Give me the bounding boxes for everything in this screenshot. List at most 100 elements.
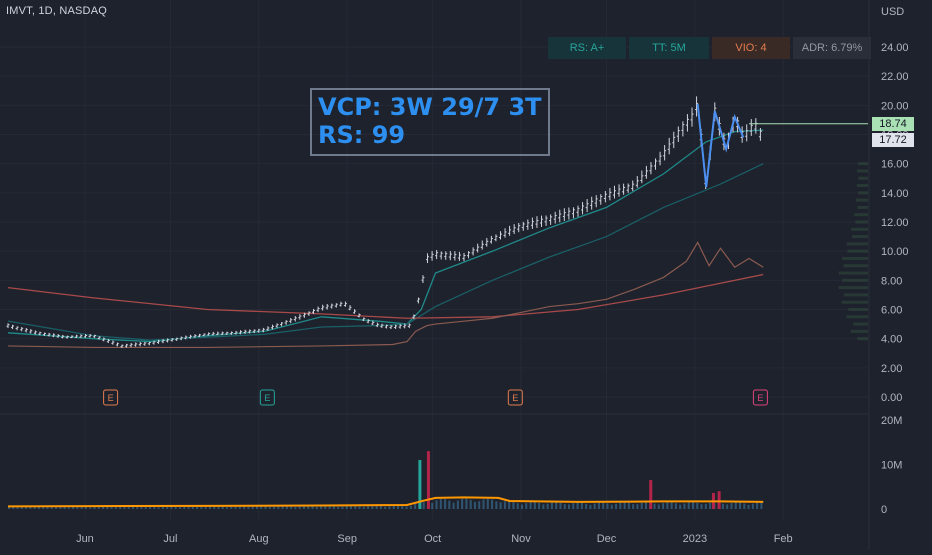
volume-tick-label: 0 <box>881 504 887 516</box>
time-tick-label: Feb <box>774 533 793 545</box>
volume-bar <box>285 506 288 509</box>
price-tick-label: 20.00 <box>881 100 909 112</box>
volume-profile-bar <box>857 337 868 341</box>
volume-bar <box>435 500 438 509</box>
volume-profile-bar <box>853 322 868 326</box>
volume-bar <box>93 506 96 509</box>
volume-bar <box>726 504 729 509</box>
time-tick-label: Jul <box>163 533 177 545</box>
volume-bar <box>593 503 596 509</box>
price-tick-label: 0.00 <box>881 392 902 404</box>
earnings-marker-label: E <box>108 393 114 403</box>
volume-bar <box>384 506 387 509</box>
volume-profile-bar <box>851 227 868 231</box>
earnings-marker: E <box>752 389 768 406</box>
volume-bar <box>268 506 271 509</box>
volume-bar <box>525 503 528 509</box>
volume-bar <box>640 502 643 509</box>
volume-profile-bar <box>842 278 868 282</box>
volume-profile-bar <box>838 271 868 275</box>
volume-bar <box>166 506 169 509</box>
volume-bar <box>627 502 630 509</box>
volume-bar <box>144 506 147 509</box>
volume-bar <box>337 506 340 509</box>
earnings-marker: E <box>103 389 119 406</box>
symbol-title[interactable]: IMVT, 1D, NASDAQ <box>6 5 107 17</box>
volume-bar <box>200 506 203 509</box>
volume-bar <box>700 504 703 509</box>
volume-bar <box>204 507 207 509</box>
volume-bar <box>546 503 549 509</box>
volume-bar <box>311 506 314 509</box>
volume-bar <box>687 502 690 509</box>
volume-bar <box>739 502 742 509</box>
time-tick-label: Sep <box>337 533 357 545</box>
volume-bar <box>495 501 498 509</box>
volume-bar <box>29 506 32 509</box>
volume-bar <box>615 503 618 509</box>
vcp-annotation-box[interactable]: VCP: 3W 29/7 3T RS: 99 <box>310 88 550 156</box>
volume-bar <box>332 506 335 509</box>
rs-rating-badge: RS: A+ <box>548 37 626 59</box>
volume-profile-bar <box>856 184 868 188</box>
volume-bar <box>619 502 622 509</box>
volume-bar <box>273 506 276 509</box>
volume-bar <box>692 502 694 509</box>
volume-profile-bar <box>855 220 868 224</box>
volume-profile-bar <box>858 162 868 166</box>
adr-badge: ADR: 6.79% <box>793 37 871 59</box>
volume-bar <box>563 504 566 509</box>
volume-profile-bar <box>857 205 868 209</box>
price-tick-label: 12.00 <box>881 217 909 229</box>
volume-profile-bar <box>851 235 868 239</box>
volume-bar <box>238 506 241 509</box>
volume-bar <box>610 504 613 509</box>
volume-bar <box>251 506 254 509</box>
volume-bar <box>123 506 126 509</box>
volume-bar <box>760 502 763 509</box>
volume-bar <box>521 504 523 509</box>
volume-bar <box>76 506 79 509</box>
volume-spike-bar <box>717 491 721 509</box>
volume-bar <box>187 506 190 509</box>
volume-bar <box>102 506 105 509</box>
volume-profile-bar <box>857 169 868 173</box>
volume-bar <box>55 506 58 509</box>
volume-bar <box>230 506 233 509</box>
volume-bar <box>662 503 665 509</box>
price-tick-label: 14.00 <box>881 188 909 200</box>
indicator-badges: RS: A+ TT: 5M VIO: 4 ADR: 6.79% <box>548 37 871 59</box>
volume-bar <box>50 506 53 509</box>
volume-spike-bar <box>649 480 653 509</box>
volume-profile-bar <box>846 242 868 246</box>
volume-profile-bar <box>848 308 868 311</box>
volume-bar <box>226 507 229 509</box>
volume-bar <box>234 506 237 509</box>
earnings-marker-box <box>103 389 119 406</box>
volume-bar <box>320 506 323 509</box>
volume-bar <box>636 504 639 509</box>
volume-bar <box>756 502 759 509</box>
last-price-tag: 18.74 <box>872 117 914 131</box>
volume-bar <box>456 500 459 509</box>
volume-tick-label: 10M <box>881 460 902 472</box>
price-tick-label: 8.00 <box>881 275 902 287</box>
price-tick-label: 22.00 <box>881 71 909 83</box>
volume-bar <box>213 506 216 509</box>
volume-bar <box>482 499 485 509</box>
volume-profile-bar <box>838 286 868 290</box>
volume-bar <box>345 505 348 509</box>
volume-bar <box>670 502 673 509</box>
volume-bar <box>657 504 660 509</box>
volume-bar <box>46 507 49 509</box>
price-tick-label: 16.00 <box>881 159 909 171</box>
volume-bar <box>354 505 357 509</box>
volume-bar <box>644 502 647 509</box>
ma-slow-line <box>7 163 764 341</box>
volume-bar <box>747 504 750 509</box>
volume-bar <box>67 507 70 509</box>
volume-bar <box>341 506 344 509</box>
volume-spike-bar <box>418 460 422 509</box>
